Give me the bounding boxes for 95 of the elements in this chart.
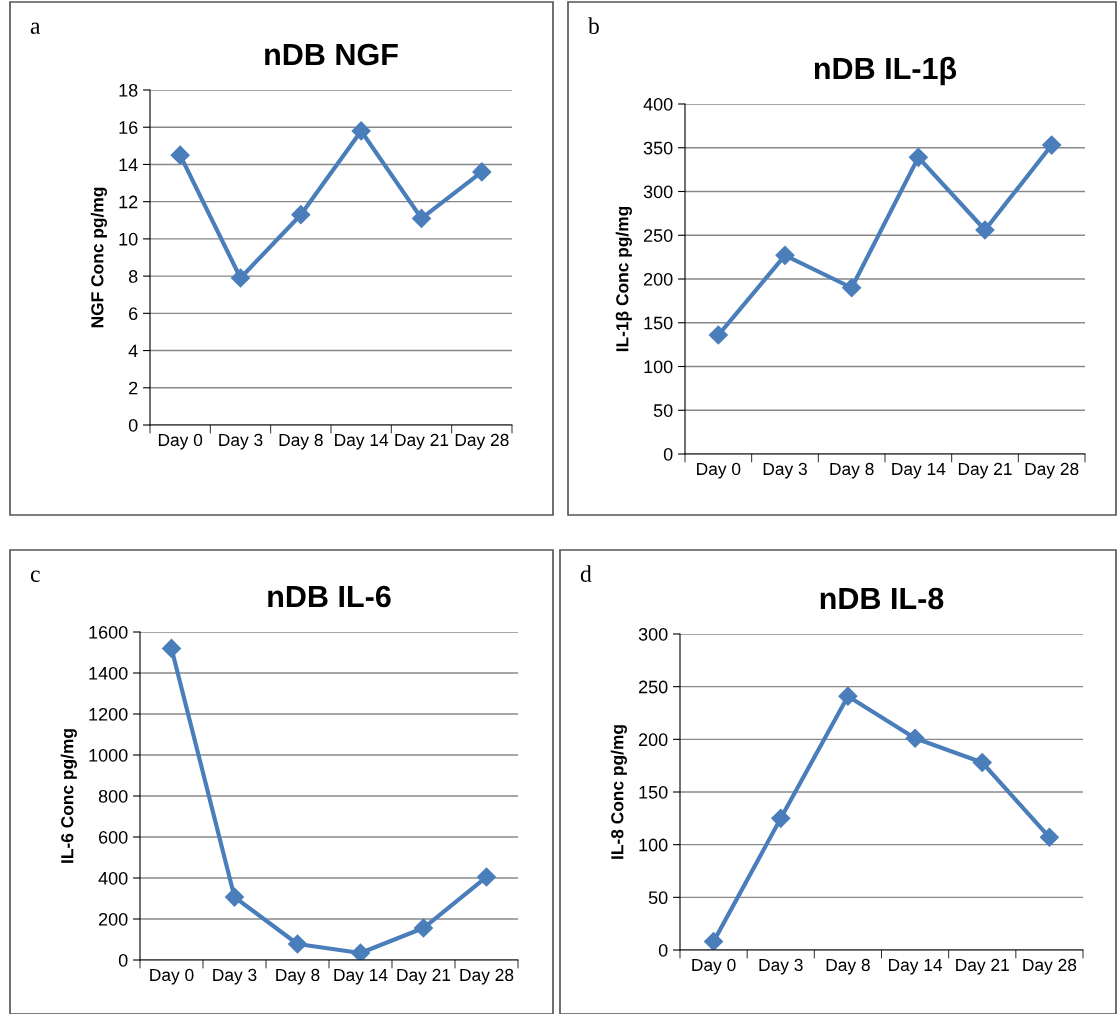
y-tick-label: 0 [118,953,128,967]
y-tick-label: 2 [129,381,138,395]
chart-title: nDB NGF [265,43,398,66]
x-tick-label: Day 28 [460,968,514,985]
x-tick-label: Day 0 [692,958,736,975]
point [161,638,182,658]
point [291,205,311,225]
x-tick-label: Day 14 [334,968,388,985]
x-tick-label: Day 0 [697,462,741,479]
text: c [30,570,40,582]
point [775,245,795,265]
y-tick-label: 4 [128,344,138,358]
y-tick-label: 14 [119,158,138,171]
point [170,145,190,165]
y-tick-label: 16 [119,121,138,134]
y-axis-title: IL-6 Conc pg/mg [60,729,77,863]
x-tick-label: Day 8 [830,462,874,479]
point [771,808,791,828]
point [905,728,925,748]
point [224,887,245,907]
point [1042,135,1062,155]
y-tick-label: 100 [639,838,668,852]
point [842,278,862,298]
chart-title: nDB IL-1β [814,56,957,86]
point [351,121,371,141]
y-tick-label: 8 [128,270,138,283]
point [708,325,728,345]
y-tick-label: 6 [129,307,138,321]
point [472,162,492,182]
y-tick-label: 1600 [89,625,128,639]
y-tick-label: 150 [644,316,673,330]
point [411,208,432,228]
x-tick-label: Day 21 [395,433,449,450]
x-tick-label: Day 3 [763,462,807,479]
y-tick-label: 12 [119,195,138,209]
x-tick-label: Day 21 [956,958,1009,975]
x-tick-label: Day 28 [1023,958,1077,975]
point [476,867,497,887]
y-tick-label: 300 [643,185,673,199]
y-tick-label: 18 [119,83,138,97]
x-tick-label: Day 3 [219,433,263,450]
y-tick-label: 300 [638,627,668,641]
point [908,147,928,167]
y-tick-label: 1000 [89,748,128,762]
y-tick-label: 10 [119,232,138,246]
x-tick-label: Day 14 [892,462,946,479]
x-tick-label: Day 3 [213,968,257,985]
x-tick-label: Day 14 [335,433,389,450]
x-tick-label: Day 8 [276,968,320,985]
y-tick-label: 250 [638,680,668,694]
text: a [30,22,41,34]
point [704,932,724,950]
y-tick-label: 600 [98,830,128,844]
chart-title: nDB IL-6 [268,585,391,608]
x-tick-label: Day 21 [397,968,451,985]
y-tick-label: 0 [658,943,668,957]
y-tick-label: 150 [639,785,668,799]
y-tick-label: 0 [663,447,673,461]
y-tick-label: 50 [648,891,668,905]
x-tick-label: Day 8 [826,958,870,975]
x-tick-label: Day 28 [455,433,509,450]
x-tick-label: Day 28 [1025,462,1079,479]
y-tick-label: 200 [98,912,128,926]
y-tick-label: 200 [643,272,673,286]
point [350,943,371,960]
y-tick-label: 100 [644,360,673,374]
y-tick-label: 0 [128,418,138,432]
y-tick-label: 400 [643,97,673,111]
x-tick-label: Day 0 [150,968,194,985]
y-axis-title: NGF Conc pg/mg [90,187,107,328]
x-tick-label: Day 8 [279,433,323,450]
y-tick-label: 800 [98,789,128,803]
x-tick-label: Day 3 [759,958,803,975]
y-tick-label: 1200 [89,707,128,721]
y-axis-title: IL-8 Conc pg/mg [610,725,627,859]
point [972,752,992,773]
text: d [580,565,592,582]
point [287,934,308,954]
y-tick-label: 1400 [89,666,128,680]
y-tick-label: 350 [643,141,673,155]
chart-title: nDB IL-8 [820,587,944,610]
x-tick-label: Day 0 [158,433,203,450]
point [1039,827,1059,847]
y-tick-label: 50 [653,404,673,417]
y-tick-label: 400 [98,871,128,885]
y-tick-label: 200 [638,733,668,747]
y-tick-label: 250 [643,229,673,242]
point [975,220,995,240]
point [230,268,251,288]
point [838,686,858,706]
x-tick-label: Day 21 [958,462,1012,479]
y-axis-title: IL-1β Conc pg/mg [615,206,632,352]
point [413,918,434,938]
text: b [588,17,599,34]
x-tick-label: Day 14 [889,958,943,975]
